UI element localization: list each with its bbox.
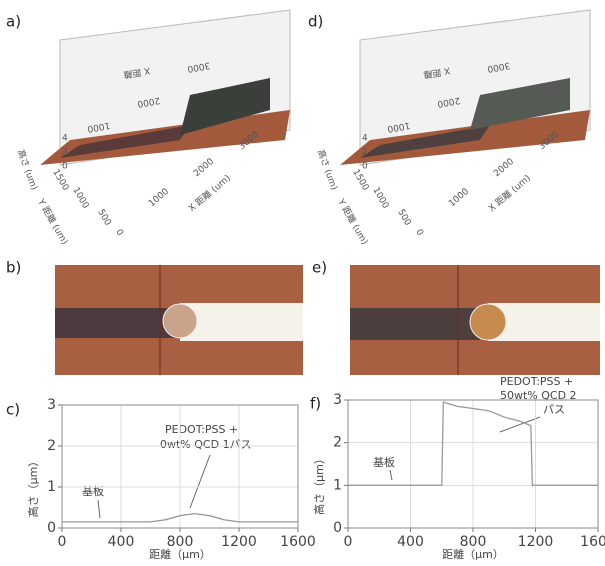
tick: 1000	[370, 186, 390, 211]
axis-label: X 距離 (um)	[186, 172, 233, 214]
y-axis-label: 高さ（μm）	[312, 453, 326, 515]
tick: 1000	[447, 187, 471, 210]
y-tick-label: 2	[47, 438, 56, 454]
tick: 1500	[50, 168, 70, 193]
panel-label: e)	[312, 259, 327, 277]
tick: 0	[362, 162, 368, 172]
y-axis-label: 高さ（μm）	[26, 456, 40, 518]
annotation: パス	[543, 403, 565, 416]
x-tick-label: 400	[108, 534, 135, 550]
arrow	[98, 500, 100, 518]
x-tick-label: 1600	[280, 534, 316, 550]
x-axis-label: 距離（μm）	[149, 547, 211, 561]
x-tick-label: 1200	[518, 534, 554, 550]
tick: 500	[95, 208, 112, 228]
tick: 1000	[70, 186, 90, 211]
panel-e: e)	[312, 259, 600, 376]
tick: 0	[113, 228, 125, 238]
panel-label: f)	[310, 395, 321, 413]
tick: 4	[62, 134, 68, 144]
film	[55, 308, 175, 338]
arrow	[390, 470, 392, 480]
panel-b: b)	[6, 259, 303, 376]
axis-label: Y 距離 (um)	[335, 196, 371, 247]
axis-label: X 距離 (um)	[486, 172, 533, 214]
y-tick-label: 3	[333, 392, 342, 408]
axis-label: 高さ (um)	[315, 148, 341, 192]
figure: a) X 距離 1000 2000 3000 高さ (um) 4 2 0 Y 距…	[0, 0, 605, 562]
x-tick-label: 1200	[221, 534, 257, 550]
arrow	[500, 417, 540, 432]
x-tick-label: 1600	[580, 534, 605, 550]
tick: 2	[62, 148, 68, 158]
tick: 1000	[147, 187, 171, 210]
y-tick-label: 0	[333, 520, 342, 536]
film	[180, 303, 303, 341]
y-tick-label: 0	[47, 520, 56, 536]
tick: 2000	[192, 157, 216, 180]
panel-d: d) X 距離 1000 2000 3000 高さ (um) 4 2 0 Y 距…	[308, 10, 590, 247]
panel-a: a) X 距離 1000 2000 3000 高さ (um) 4 2 0 Y 距…	[6, 10, 290, 247]
tick: 500	[395, 208, 412, 228]
axis-label: Y 距離 (um)	[35, 196, 71, 247]
panel-label: d)	[308, 13, 323, 31]
tick: 0	[413, 228, 425, 238]
droplet	[163, 304, 197, 338]
x-tick-label: 0	[344, 534, 353, 550]
annotation: PEDOT:PSS +	[165, 423, 238, 436]
tick: 0	[62, 162, 68, 172]
annotation: 基板	[82, 484, 104, 498]
panel-label: c)	[6, 401, 20, 419]
annotation: 基板	[373, 455, 395, 469]
x-tick-label: 0	[58, 534, 67, 550]
panel-label: b)	[6, 259, 21, 277]
y-tick-label: 1	[333, 477, 342, 493]
panel-label: a)	[6, 13, 21, 31]
x-axis-label: 距離（μm）	[442, 547, 504, 561]
tick: 2000	[492, 157, 516, 180]
film	[350, 308, 480, 340]
y-tick-label: 3	[47, 397, 56, 413]
axis-label: 高さ (um)	[15, 148, 41, 192]
droplet	[470, 304, 506, 340]
x-tick-label: 400	[397, 534, 424, 550]
tick: 2	[362, 148, 368, 158]
y-tick-label: 2	[333, 435, 342, 451]
y-tick-label: 1	[47, 479, 56, 495]
tick: 4	[362, 134, 368, 144]
tick: 1500	[350, 168, 370, 193]
annotation: PEDOT:PSS +	[500, 375, 573, 388]
annotation: 0wt% QCD 1パス	[160, 438, 252, 451]
arrow	[190, 455, 210, 508]
